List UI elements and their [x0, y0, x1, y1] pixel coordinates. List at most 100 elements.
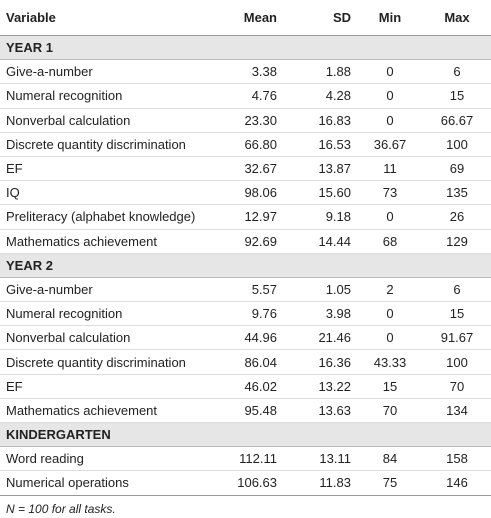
- variable-name: Numeral recognition: [0, 301, 213, 327]
- cell-value: 44.96: [213, 325, 283, 351]
- cell-value: 2: [357, 277, 423, 303]
- column-header: Mean: [213, 0, 283, 36]
- cell-value: 0: [357, 108, 423, 133]
- section-title: KINDERGARTEN: [0, 422, 491, 448]
- variable-name: Nonverbal calculation: [0, 108, 213, 133]
- cell-value: 1.88: [283, 59, 357, 85]
- cell-value: 68: [357, 229, 423, 254]
- column-header: SD: [283, 0, 357, 36]
- cell-value: 26: [423, 204, 491, 230]
- cell-value: 106.63: [213, 470, 283, 496]
- cell-value: 0: [357, 301, 423, 327]
- cell-value: 11.83: [283, 470, 357, 496]
- cell-value: 66.80: [213, 132, 283, 157]
- cell-value: 112.11: [213, 446, 283, 472]
- cell-value: 4.76: [213, 83, 283, 109]
- cell-value: 3.98: [283, 301, 357, 327]
- data-row: Nonverbal calculation 23.30 16.83 0 66.67: [0, 108, 491, 133]
- data-row: Give-a-number 5.57 1.05 2 6: [0, 277, 491, 303]
- cell-value: 0: [357, 204, 423, 230]
- cell-value: 21.46: [283, 325, 357, 351]
- variable-name: Word reading: [0, 446, 213, 472]
- cell-value: 23.30: [213, 108, 283, 133]
- cell-value: 70: [423, 374, 491, 399]
- cell-value: 14.44: [283, 229, 357, 254]
- section-row: YEAR 2: [0, 253, 491, 278]
- cell-value: 16.36: [283, 349, 357, 375]
- cell-value: 15: [357, 374, 423, 399]
- cell-value: 134: [423, 398, 491, 424]
- cell-value: 16.83: [283, 108, 357, 133]
- cell-value: 4.28: [283, 83, 357, 109]
- cell-value: 86.04: [213, 349, 283, 375]
- cell-value: 32.67: [213, 156, 283, 182]
- cell-value: 6: [423, 277, 491, 303]
- data-row: Numeral recognition 4.76 4.28 0 15: [0, 83, 491, 109]
- cell-value: 70: [357, 398, 423, 424]
- section-row: KINDERGARTEN: [0, 422, 491, 448]
- data-row: EF 32.67 13.87 11 69: [0, 156, 491, 182]
- cell-value: 1.05: [283, 277, 357, 303]
- column-header: Min: [357, 0, 423, 36]
- cell-value: 158: [423, 446, 491, 472]
- cell-value: 3.38: [213, 59, 283, 85]
- cell-value: 73: [357, 180, 423, 206]
- section-row: YEAR 1: [0, 35, 491, 61]
- cell-value: 36.67: [357, 132, 423, 157]
- variable-name: EF: [0, 374, 213, 399]
- stats-table: Variable Mean SD Min Max YEAR 1 Give-a-number…: [0, 0, 491, 496]
- column-header: Max: [423, 0, 491, 36]
- header-row: Variable Mean SD Min Max: [0, 0, 491, 36]
- data-row: Discrete quantity discrimination 86.04 16.…: [0, 349, 491, 375]
- cell-value: 0: [357, 325, 423, 351]
- section-title: YEAR 1: [0, 35, 491, 61]
- variable-name: IQ: [0, 180, 213, 206]
- cell-value: 6: [423, 59, 491, 85]
- cell-value: 16.53: [283, 132, 357, 157]
- cell-value: 9.76: [213, 301, 283, 327]
- data-row: Mathematics achievement 92.69 14.44 68 129: [0, 229, 491, 254]
- cell-value: 43.33: [357, 349, 423, 375]
- cell-value: 75: [357, 470, 423, 496]
- cell-value: 95.48: [213, 398, 283, 424]
- cell-value: 66.67: [423, 108, 491, 133]
- data-row: Numerical operations 106.63 11.83 75 146: [0, 470, 491, 496]
- variable-name: Give-a-number: [0, 59, 213, 85]
- variable-name: Preliteracy (alphabet knowledge): [0, 204, 213, 230]
- cell-value: 98.06: [213, 180, 283, 206]
- data-row: Numeral recognition 9.76 3.98 0 15: [0, 301, 491, 327]
- cell-value: 13.22: [283, 374, 357, 399]
- cell-value: 46.02: [213, 374, 283, 399]
- cell-value: 15: [423, 83, 491, 109]
- cell-value: 13.63: [283, 398, 357, 424]
- cell-value: 146: [423, 470, 491, 496]
- data-row: Nonverbal calculation 44.96 21.46 0 91.67: [0, 325, 491, 351]
- cell-value: 15.60: [283, 180, 357, 206]
- cell-value: 11: [357, 156, 423, 182]
- data-row: Word reading 112.11 13.11 84 158: [0, 446, 491, 472]
- data-row: Discrete quantity discrimination 66.80 16.…: [0, 132, 491, 157]
- cell-value: 69: [423, 156, 491, 182]
- cell-value: 100: [423, 132, 491, 157]
- cell-value: 0: [357, 59, 423, 85]
- section-title: YEAR 2: [0, 253, 491, 278]
- data-row: Mathematics achievement 95.48 13.63 70 134: [0, 398, 491, 424]
- cell-value: 15: [423, 301, 491, 327]
- cell-value: 129: [423, 229, 491, 254]
- data-row: EF 46.02 13.22 15 70: [0, 374, 491, 399]
- cell-value: 5.57: [213, 277, 283, 303]
- variable-name: Discrete quantity discrimination: [0, 132, 213, 157]
- cell-value: 84: [357, 446, 423, 472]
- cell-value: 13.87: [283, 156, 357, 182]
- data-row: IQ 98.06 15.60 73 135: [0, 180, 491, 206]
- footnote: N = 100 for all tasks.: [6, 501, 116, 516]
- cell-value: 13.11: [283, 446, 357, 472]
- cell-value: 100: [423, 349, 491, 375]
- cell-value: 91.67: [423, 325, 491, 351]
- cell-value: 9.18: [283, 204, 357, 230]
- variable-name: Give-a-number: [0, 277, 213, 303]
- variable-name: Numerical operations: [0, 470, 213, 496]
- cell-value: 92.69: [213, 229, 283, 254]
- variable-name: Nonverbal calculation: [0, 325, 213, 351]
